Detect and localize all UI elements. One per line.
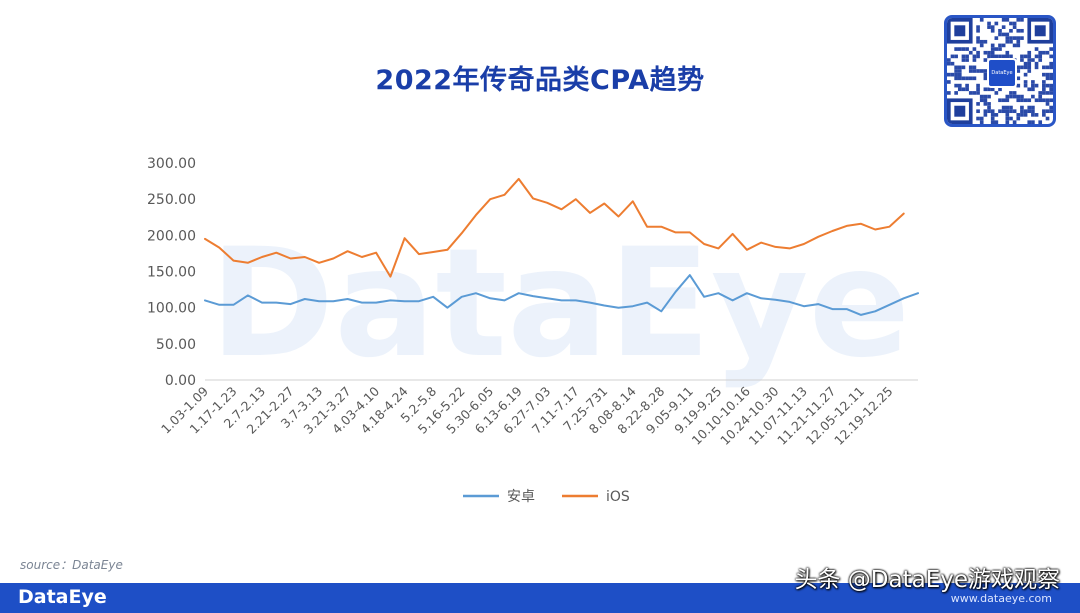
chart-title: 2022年传奇品类CPA趋势 (375, 65, 705, 96)
series-line-ios (204, 177, 905, 278)
y-tick-label: 200.00 (147, 228, 196, 244)
footer-logo: DataEye (18, 586, 107, 608)
y-tick-label: 0.00 (165, 373, 196, 389)
footer-bar: DataEye www.dataeye.com (0, 583, 1080, 613)
footer-url: www.dataeye.com (950, 592, 1052, 605)
qr-code: DataEye (944, 15, 1056, 127)
y-tick-label: 150.00 (147, 265, 196, 281)
source-note: source：DataEye (20, 558, 123, 572)
chart-area: DataEye 0.00 50.00 100.00 150.00 200.00 250.0… (0, 140, 1080, 520)
y-tick-label: 250.00 (147, 192, 196, 208)
qr-logo: DataEye (987, 58, 1017, 88)
y-tick-label: 300.00 (147, 156, 196, 172)
series-line-android (204, 274, 919, 316)
y-tick-label: 50.00 (156, 337, 196, 353)
attribution-watermark: 头条 @DataEye游戏观察 (794, 567, 1060, 593)
legend-label: iOS (606, 489, 630, 505)
y-tick-label: 100.00 (147, 301, 196, 317)
legend-label: 安卓 (507, 489, 535, 505)
